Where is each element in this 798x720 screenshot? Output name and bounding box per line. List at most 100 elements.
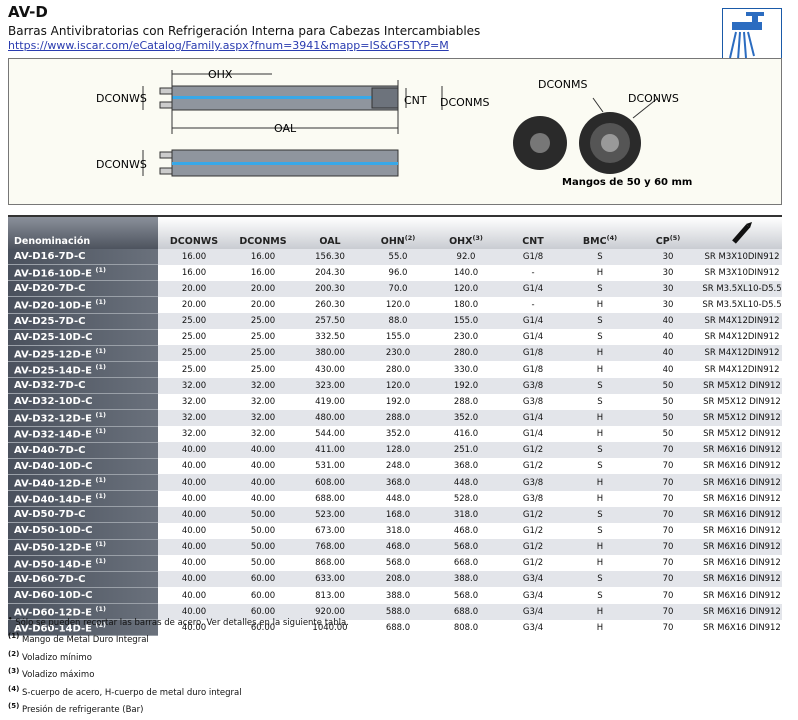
label-oal: OAL: [274, 122, 297, 135]
header-note: (5): [669, 233, 681, 242]
cell: 96.0: [388, 267, 408, 278]
cell: SR M5X12 DIN912: [703, 429, 781, 440]
cell: 411.00: [296, 442, 364, 459]
cell: S: [566, 377, 634, 394]
cell: 32.00: [250, 429, 276, 440]
cell: 368.0: [364, 474, 432, 491]
designation: AV-D25-12D-E (1): [8, 345, 158, 362]
cell: 40.00: [158, 603, 230, 620]
table-row: AV-D50-10D-C 40.00 50.00 673.00 318.0 468.0 G1…: [8, 522, 782, 540]
cell: 40.00: [158, 474, 230, 491]
cell: 50: [634, 377, 702, 394]
cell: 92.0: [432, 249, 500, 265]
cell: 40: [634, 345, 702, 362]
cell: SR M6X16 DIN912: [702, 571, 782, 588]
cell: 50.00: [250, 525, 276, 536]
footnote: • Sólo se pueden recortar las barras de …: [8, 613, 349, 630]
column-header: OHN(2): [364, 215, 432, 249]
label-dconms: DCONMS: [440, 96, 490, 109]
cell: 288.0: [453, 396, 479, 407]
cell: 523.00: [296, 506, 364, 523]
designation-note: (1): [95, 540, 106, 549]
designation: AV-D16-10D-E (1): [8, 264, 158, 282]
catalog-link[interactable]: https://www.iscar.com/eCatalog/Family.as…: [8, 39, 449, 52]
footnote-text: Voladizo mínimo: [21, 652, 92, 663]
designation-text: AV-D32-10D-C: [14, 396, 93, 408]
cell: 70.0: [364, 280, 432, 297]
cell: 70: [634, 571, 702, 588]
cell: 60.00: [250, 622, 276, 633]
cell: 32.00: [230, 377, 296, 394]
cell: 50.00: [230, 506, 296, 523]
table-row: AV-D25-14D-E (1) 25.00 25.00 430.00 280.0 330…: [8, 361, 782, 379]
cell: 318.0: [385, 525, 411, 536]
footnote-mark: (3): [8, 667, 20, 676]
cell: 70: [662, 525, 674, 536]
cell: 25.00: [250, 332, 276, 343]
cell: 30: [634, 280, 702, 297]
cell: SR M4X12DIN912: [702, 345, 782, 362]
footnote: (4) S-cuerpo de acero, H-cuerpo de metal…: [8, 683, 349, 700]
cell: 688.0: [385, 622, 411, 633]
designation-text: AV-D50-7D-C: [14, 509, 86, 521]
cell: -: [531, 299, 535, 310]
designation-text: AV-D25-14D-E: [14, 365, 92, 377]
cell: 155.0: [385, 332, 411, 343]
header-label: BMC: [582, 236, 607, 247]
designation: AV-D40-7D-C: [8, 442, 158, 459]
table-row: AV-D60-10D-C 40.00 60.00 813.00 388.0 568.0 G3…: [8, 587, 782, 605]
cell: 30: [662, 267, 674, 278]
cell: H: [596, 299, 604, 310]
designation: AV-D60-7D-C: [8, 571, 158, 588]
cell: 55.0: [364, 249, 432, 265]
designation-text: AV-D40-14D-E: [14, 494, 92, 506]
cell: 40.00: [158, 442, 230, 459]
cell: 208.0: [364, 571, 432, 588]
cell: G1/4: [500, 313, 566, 330]
designation: AV-D32-14D-E (1): [8, 426, 158, 443]
cell: S: [566, 249, 634, 265]
cell: 60.00: [230, 571, 296, 588]
designation-text: AV-D60-14D-E: [14, 623, 92, 635]
cell: 544.00: [315, 429, 345, 440]
designation-note: (1): [95, 346, 106, 355]
caption: Mangos de 50 y 60 mm: [562, 177, 692, 188]
cell: 50: [662, 429, 674, 440]
cell: 280.0: [432, 345, 500, 362]
designation: AV-D40-10D-C: [8, 458, 158, 475]
cell: 70: [662, 461, 674, 472]
table-row: AV-D40-10D-C 40.00 40.00 531.00 248.0 368.0 G1…: [8, 458, 782, 475]
cell: 40.00: [181, 590, 207, 601]
cell: 168.0: [364, 506, 432, 523]
column-header: BMC(4): [566, 215, 634, 249]
cell: 430.00: [315, 364, 345, 375]
designation-text: AV-D25-12D-E: [14, 349, 92, 361]
label-dconws: DCONWS: [96, 92, 147, 105]
cell: 40.00: [230, 442, 296, 459]
cell: 40: [662, 332, 674, 343]
cell: 40.00: [181, 525, 207, 536]
cell: SR M5X12 DIN912: [702, 409, 782, 427]
designation: AV-D32-7D-C: [8, 377, 158, 395]
cell: 32.00: [181, 429, 207, 440]
cell: G1/2: [500, 442, 566, 459]
designation-note: (1): [95, 621, 106, 630]
designation: AV-D25-7D-C: [8, 313, 158, 330]
table-row: AV-D60-7D-C 40.00 60.00 633.00 208.0 388.0 G3/…: [8, 571, 782, 588]
cell: 25.00: [230, 313, 296, 330]
designation-text: AV-D60-12D-E: [14, 607, 92, 619]
table-row: AV-D50-12D-E (1) 40.00 50.00 768.00 468.0 568…: [8, 539, 782, 556]
designation-text: AV-D25-7D-C: [14, 315, 86, 327]
designation-text: AV-D40-10D-C: [14, 460, 93, 472]
cell: 388.0: [385, 590, 411, 601]
table-row: AV-D16-7D-C 16.00 16.00 156.30 55.0 92.0 G1/8 S…: [8, 249, 782, 266]
cell: G3/8: [522, 493, 544, 504]
footnote-text: Sólo se pueden recortar las barras de ac…: [15, 617, 349, 628]
cell: 40.00: [181, 622, 207, 633]
cell: SR M5X12 DIN912: [703, 396, 781, 407]
cell: 40.00: [181, 461, 207, 472]
designation: AV-D50-12D-E (1): [8, 539, 158, 556]
head-drawing: [513, 97, 659, 174]
table-row: AV-D25-7D-C 25.00 25.00 257.50 88.0 155.0 G1/4…: [8, 313, 782, 330]
